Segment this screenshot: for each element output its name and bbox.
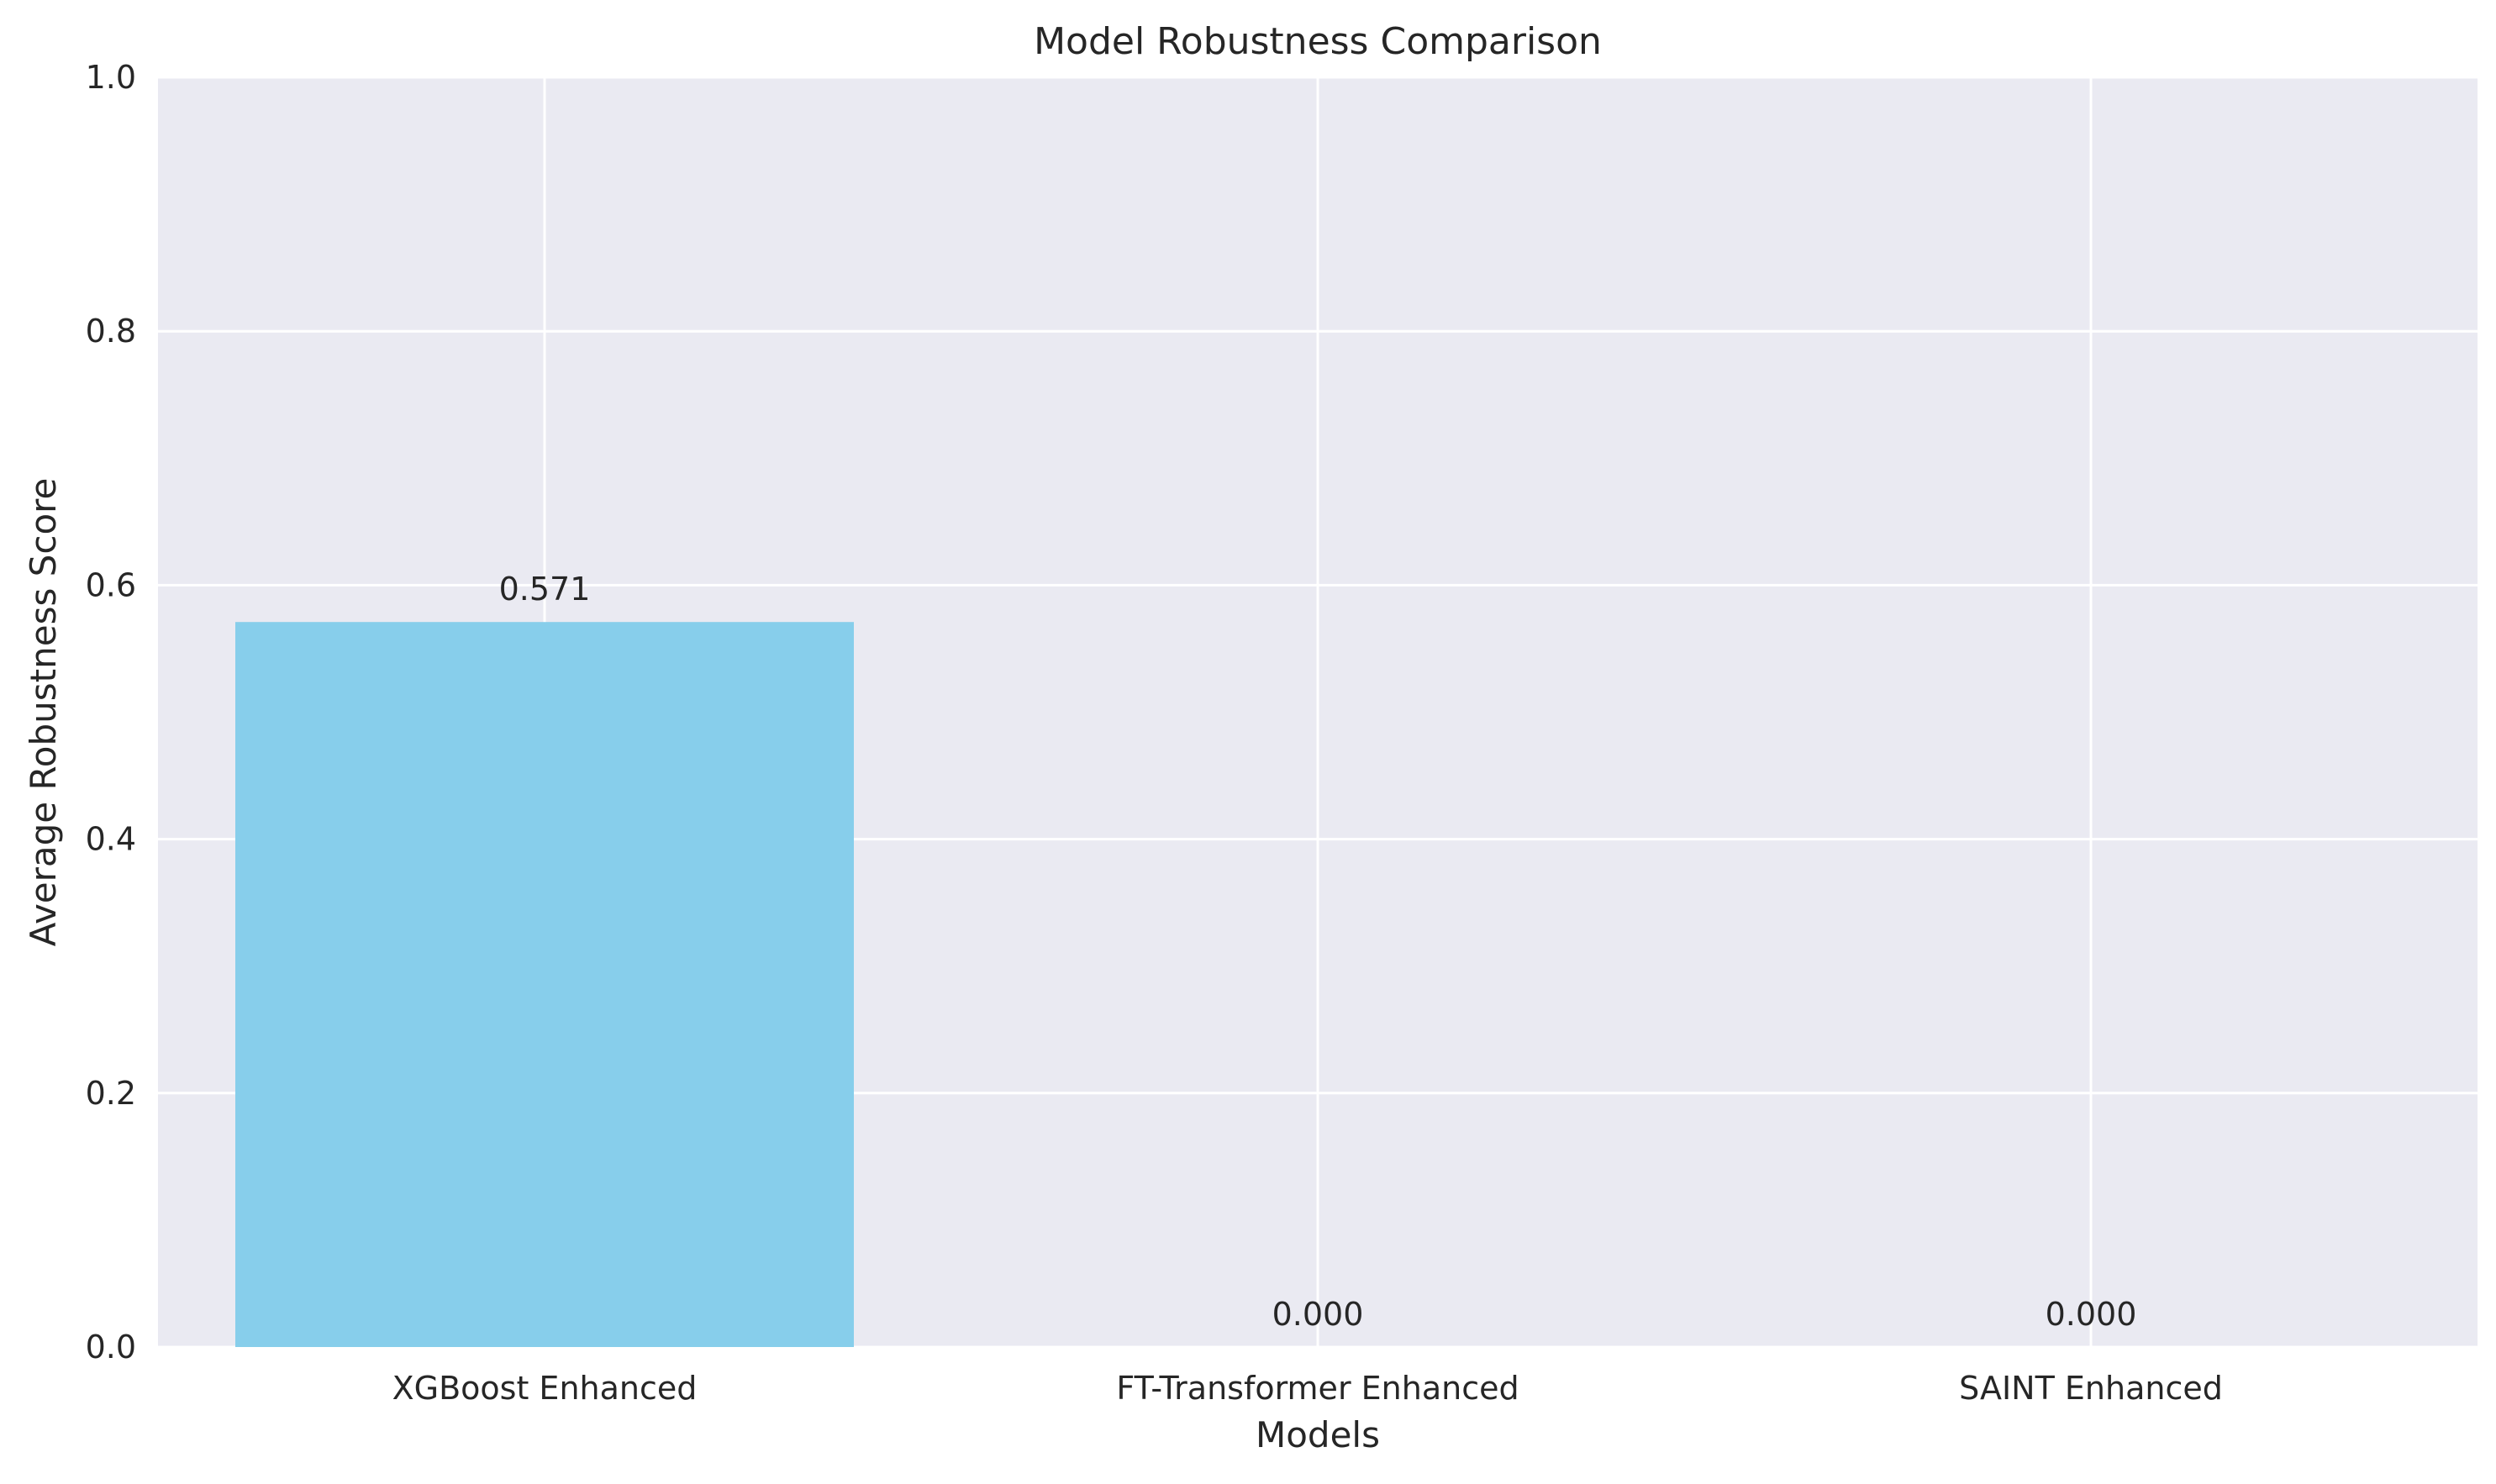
chart-title: Model Robustness Comparison: [1034, 20, 1602, 63]
x-tick-label: SAINT Enhanced: [1959, 1370, 2223, 1407]
bar: [235, 622, 854, 1347]
x-axis-label: Models: [1256, 1414, 1380, 1455]
x-tick-label: FT-Transformer Enhanced: [1116, 1370, 1519, 1407]
y-tick-label: 0.6: [86, 566, 136, 603]
bars: [235, 622, 854, 1347]
bar-value-label: 0.000: [2046, 1296, 2137, 1333]
y-axis-ticks: 0.0 0.2 0.4 0.6 0.8 1.0: [86, 59, 136, 1366]
bar-value-label: 0.000: [1272, 1296, 1364, 1333]
bar-value-labels: 0.571 0.000 0.000: [499, 571, 2137, 1333]
y-tick-label: 0.0: [86, 1329, 136, 1366]
y-axis-label: Average Robustness Score: [23, 478, 64, 947]
y-tick-label: 1.0: [86, 59, 136, 96]
y-tick-label: 0.2: [86, 1075, 136, 1112]
x-axis-ticks: XGBoost Enhanced FT-Transformer Enhanced S…: [392, 1370, 2223, 1407]
y-tick-label: 0.4: [86, 821, 136, 858]
bar-value-label: 0.571: [499, 571, 591, 608]
x-tick-label: XGBoost Enhanced: [392, 1370, 698, 1407]
y-tick-label: 0.8: [86, 313, 136, 350]
